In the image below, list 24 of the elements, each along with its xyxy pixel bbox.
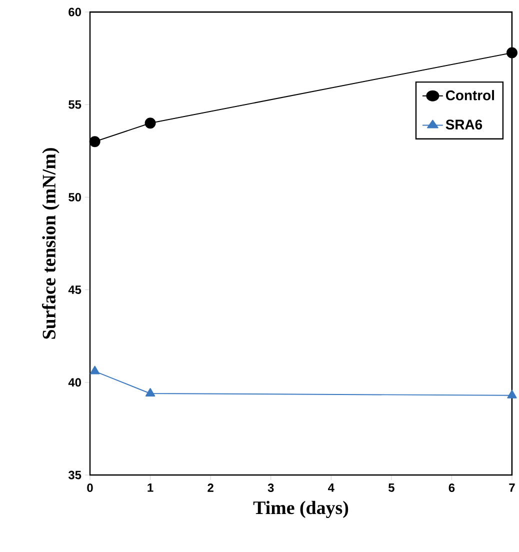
legend-label: Control [446, 90, 494, 100]
x-tick-label: 4 [328, 484, 335, 492]
x-tick-label: 0 [87, 484, 94, 492]
x-tick-label: 6 [449, 484, 455, 492]
x-tick-label: 3 [268, 484, 274, 492]
x-tick-label: 7 [509, 484, 515, 492]
x-tick-label: 2 [208, 484, 214, 492]
legend-label: SRA6 [446, 120, 482, 130]
y-tick-label: 60 [68, 8, 82, 16]
y-tick-label: 45 [68, 286, 82, 294]
y-axis-title: Surface tension (mN/m) [42, 148, 60, 339]
x-tick-label: 1 [148, 484, 154, 492]
x-tick-label: 5 [388, 484, 395, 492]
y-tick-label: 50 [68, 192, 82, 202]
point [90, 136, 101, 148]
x-axis-title: Time (days) [254, 500, 348, 518]
y-tick-label: 55 [68, 100, 82, 109]
point [507, 390, 518, 398]
y-tick-label: 40 [68, 378, 82, 387]
point [506, 47, 518, 58]
point [90, 366, 100, 374]
y-tick-label: 35 [68, 470, 82, 480]
point [146, 388, 156, 397]
point [144, 118, 156, 129]
